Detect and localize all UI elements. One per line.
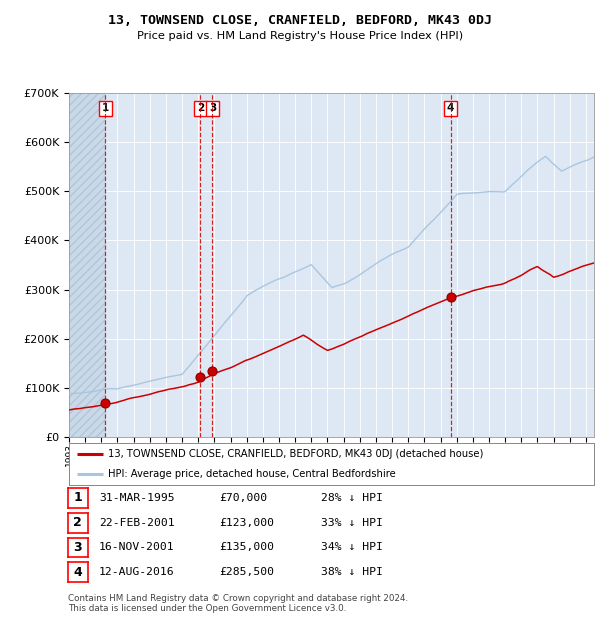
Bar <box>69 93 106 437</box>
Text: Price paid vs. HM Land Registry's House Price Index (HPI): Price paid vs. HM Land Registry's House … <box>137 31 463 41</box>
Text: 2: 2 <box>197 104 204 113</box>
Text: 3: 3 <box>209 104 216 113</box>
Text: HPI: Average price, detached house, Central Bedfordshire: HPI: Average price, detached house, Cent… <box>109 469 396 479</box>
Text: 4: 4 <box>447 104 454 113</box>
Text: £70,000: £70,000 <box>219 493 267 503</box>
Text: 2: 2 <box>73 516 82 529</box>
Text: 12-AUG-2016: 12-AUG-2016 <box>99 567 175 577</box>
Text: £123,000: £123,000 <box>219 518 274 528</box>
Text: Contains HM Land Registry data © Crown copyright and database right 2024.
This d: Contains HM Land Registry data © Crown c… <box>68 594 408 613</box>
Text: 28% ↓ HPI: 28% ↓ HPI <box>321 493 383 503</box>
Text: 38% ↓ HPI: 38% ↓ HPI <box>321 567 383 577</box>
Text: 1: 1 <box>102 104 109 113</box>
Text: £135,000: £135,000 <box>219 542 274 552</box>
Text: £285,500: £285,500 <box>219 567 274 577</box>
Text: 33% ↓ HPI: 33% ↓ HPI <box>321 518 383 528</box>
Text: 22-FEB-2001: 22-FEB-2001 <box>99 518 175 528</box>
Text: 13, TOWNSEND CLOSE, CRANFIELD, BEDFORD, MK43 0DJ (detached house): 13, TOWNSEND CLOSE, CRANFIELD, BEDFORD, … <box>109 450 484 459</box>
Text: 4: 4 <box>73 566 82 578</box>
Text: 16-NOV-2001: 16-NOV-2001 <box>99 542 175 552</box>
Text: 34% ↓ HPI: 34% ↓ HPI <box>321 542 383 552</box>
Text: 3: 3 <box>73 541 82 554</box>
Text: 31-MAR-1995: 31-MAR-1995 <box>99 493 175 503</box>
Text: 13, TOWNSEND CLOSE, CRANFIELD, BEDFORD, MK43 0DJ: 13, TOWNSEND CLOSE, CRANFIELD, BEDFORD, … <box>108 14 492 27</box>
Text: 1: 1 <box>73 492 82 504</box>
